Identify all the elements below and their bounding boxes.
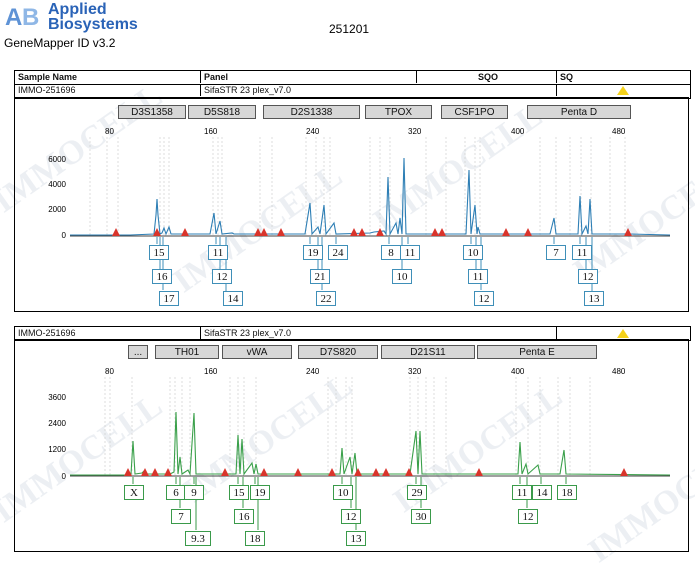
run-id: 251201 xyxy=(329,22,370,36)
allele-call[interactable]: 6 xyxy=(166,485,186,500)
allele-call[interactable]: 14 xyxy=(532,485,552,500)
sq-cell xyxy=(556,84,690,96)
warning-icon[interactable] xyxy=(617,329,629,338)
allele-call[interactable]: 19 xyxy=(303,245,323,260)
marker-bin-d2s1338[interactable]: D2S1338 xyxy=(263,105,360,119)
electropherogram-plot-2[interactable] xyxy=(70,375,670,485)
size-scale-tick: 320 xyxy=(408,367,422,376)
allele-call[interactable]: 24 xyxy=(328,245,348,260)
column-header-panel: Panel xyxy=(200,71,416,83)
sq-cell xyxy=(556,327,690,339)
allele-call[interactable]: 29 xyxy=(407,485,427,500)
allele-call[interactable]: 12 xyxy=(474,291,494,306)
allele-call[interactable]: 11 xyxy=(208,245,228,260)
allele-call[interactable]: 15 xyxy=(229,485,249,500)
allele-call[interactable]: 16 xyxy=(152,269,172,284)
size-scale-tick: 400 xyxy=(511,367,525,376)
app-version: GeneMapper ID v3.2 xyxy=(4,36,116,50)
allele-call[interactable]: 30 xyxy=(411,509,431,524)
allele-call[interactable]: 22 xyxy=(316,291,336,306)
marker-bin-penta-d[interactable]: Penta D xyxy=(527,105,631,119)
sample-name-cell[interactable]: IMMO-251696 xyxy=(18,328,76,338)
allele-call[interactable]: 13 xyxy=(584,291,604,306)
size-scale-tick: 240 xyxy=(306,127,320,136)
marker-bin-tpox[interactable]: TPOX xyxy=(365,105,432,119)
marker-bin-csf1po[interactable]: CSF1PO xyxy=(441,105,508,119)
size-scale-tick: 400 xyxy=(511,127,525,136)
size-scale-tick: 480 xyxy=(612,127,626,136)
panel-name-cell[interactable]: SifaSTR 23 plex_v7.0 xyxy=(200,327,556,339)
allele-call[interactable]: 18 xyxy=(557,485,577,500)
y-axis-tick: 0 xyxy=(61,231,66,240)
allele-call[interactable]: 11 xyxy=(400,245,420,260)
allele-call[interactable]: 10 xyxy=(333,485,353,500)
y-axis-tick: 2000 xyxy=(48,205,66,214)
allele-call[interactable]: 10 xyxy=(463,245,483,260)
allele-call[interactable]: 9 xyxy=(184,485,204,500)
size-scale-tick: 160 xyxy=(204,127,218,136)
allele-call[interactable]: 7 xyxy=(546,245,566,260)
allele-call[interactable]: 15 xyxy=(149,245,169,260)
y-axis-tick: 3600 xyxy=(48,393,66,402)
size-scale-tick: 80 xyxy=(105,367,114,376)
marker-bin-d7s820[interactable]: D7S820 xyxy=(298,345,378,359)
y-axis-tick: 4000 xyxy=(48,180,66,189)
size-scale-tick: 80 xyxy=(105,127,114,136)
panel-name-cell[interactable]: SifaSTR 23 plex_v7.0 xyxy=(200,84,556,96)
allele-call[interactable]: 18 xyxy=(245,531,265,546)
allele-call[interactable]: 19 xyxy=(250,485,270,500)
warning-icon[interactable] xyxy=(617,86,629,95)
allele-call[interactable]: 12 xyxy=(341,509,361,524)
applied-biosystems-logo-icon: A B xyxy=(5,4,39,29)
allele-call[interactable]: 12 xyxy=(212,269,232,284)
marker-bin-d21s11[interactable]: D21S11 xyxy=(381,345,475,359)
marker-bin-th01[interactable]: TH01 xyxy=(155,345,219,359)
allele-call[interactable]: 10 xyxy=(392,269,412,284)
electropherogram-frame-2 xyxy=(14,339,689,552)
size-scale-tick: 320 xyxy=(408,127,422,136)
sample-table-1: Sample Name Panel SQO SQ IMMO-251696 Sif… xyxy=(14,70,691,99)
allele-call[interactable]: 16 xyxy=(234,509,254,524)
allele-call[interactable]: 11 xyxy=(512,485,532,500)
logo-wordmark: Applied Biosystems xyxy=(48,1,138,33)
size-scale-tick: 160 xyxy=(204,367,218,376)
allele-call[interactable]: 7 xyxy=(171,509,191,524)
size-scale-tick: 480 xyxy=(612,367,626,376)
sample-table-2: IMMO-251696 SifaSTR 23 plex_v7.0 xyxy=(14,326,691,341)
electropherogram-plot-1[interactable] xyxy=(70,135,670,245)
y-axis-tick: 2400 xyxy=(48,419,66,428)
allele-call[interactable]: 14 xyxy=(223,291,243,306)
column-header-sqo: SQO xyxy=(416,71,556,83)
allele-call[interactable]: 11 xyxy=(468,269,488,284)
allele-call[interactable]: 21 xyxy=(310,269,330,284)
marker-bin-penta-e[interactable]: Penta E xyxy=(477,345,597,359)
svg-text:B: B xyxy=(22,4,39,29)
allele-call[interactable]: 11 xyxy=(572,245,592,260)
allele-call[interactable]: 17 xyxy=(159,291,179,306)
allele-call[interactable]: X xyxy=(124,485,144,500)
allele-call[interactable]: 12 xyxy=(518,509,538,524)
allele-call[interactable]: 13 xyxy=(346,531,366,546)
allele-call[interactable]: 9.3 xyxy=(185,531,211,546)
size-scale-tick: 240 xyxy=(306,367,320,376)
y-axis-tick: 6000 xyxy=(48,155,66,164)
column-header-sample-name: Sample Name xyxy=(18,72,78,82)
electropherogram-frame-1 xyxy=(14,97,689,312)
marker-bin-vwa[interactable]: vWA xyxy=(222,345,292,359)
column-header-sq: SQ xyxy=(556,71,690,83)
allele-call[interactable]: 12 xyxy=(578,269,598,284)
svg-text:A: A xyxy=(5,4,22,29)
marker-bin-d5s818[interactable]: D5S818 xyxy=(188,105,256,119)
sample-name-cell[interactable]: IMMO-251696 xyxy=(18,85,76,95)
marker-bin-d3s1358[interactable]: D3S1358 xyxy=(118,105,186,119)
y-axis-tick: 0 xyxy=(61,472,66,481)
marker-bin-more[interactable]: ... xyxy=(128,345,148,359)
y-axis-tick: 1200 xyxy=(48,445,66,454)
